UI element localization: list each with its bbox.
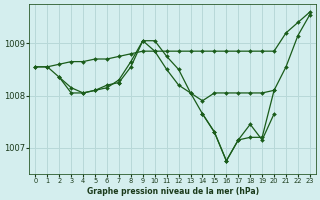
X-axis label: Graphe pression niveau de la mer (hPa): Graphe pression niveau de la mer (hPa) xyxy=(87,187,259,196)
